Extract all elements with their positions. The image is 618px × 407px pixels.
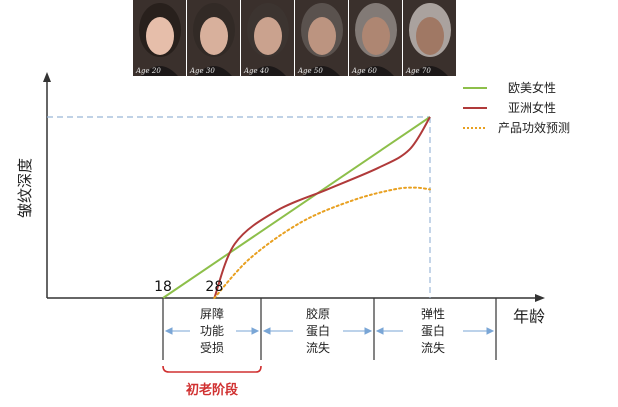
face-age-label: Age 40: [243, 67, 269, 75]
series-layer: [162, 116, 431, 299]
face-portrait: Age 30: [187, 0, 240, 76]
stage-3-label-line-1: 弹性: [421, 307, 445, 321]
x-tick-label-18: 18: [154, 279, 172, 295]
x-axis-arrow: [535, 294, 545, 302]
face-portrait: Age 40: [241, 0, 294, 76]
stage-3-label-line-3: 流失: [421, 340, 445, 355]
series-line-product: [213, 186, 431, 299]
legend-label-western: 欧美女性: [508, 80, 556, 95]
legend-label-asian: 亚洲女性: [508, 100, 556, 115]
stage-2-label-line-1: 胶原: [306, 306, 330, 321]
face-age-label: Age 60: [351, 67, 377, 75]
face-strip: Age 20 Age 30 Age 40 Age 50 Age 60 Age 70: [133, 0, 456, 76]
stage-1-label-line-2: 功能: [200, 324, 224, 338]
series-line-western: [162, 116, 431, 299]
stage-2-label-line-3: 流失: [306, 340, 330, 355]
face-portrait: Age 50: [295, 0, 348, 76]
series-line-asian: [213, 116, 431, 299]
stage-arrows: [164, 327, 495, 335]
stage-1-label-line-3: 受损: [200, 341, 224, 355]
stage-3-label-line-2: 蛋白: [421, 323, 445, 338]
y-axis-label: 皱纹深度: [16, 158, 34, 218]
face-portrait: Age 70: [403, 0, 456, 76]
x-axis-label: 年龄: [513, 307, 545, 326]
x-tick-label-28: 28: [205, 279, 223, 295]
face-age-label: Age 20: [135, 67, 161, 75]
stage-1-label-line-1: 屏障: [200, 306, 224, 321]
face-portrait: Age 60: [349, 0, 402, 76]
legend-label-product: 产品功效预测: [498, 120, 570, 135]
face-age-label: Age 70: [405, 67, 431, 75]
face-age-label: Age 30: [189, 67, 215, 75]
early-aging-bracket: [162, 365, 262, 373]
stage-2-label-line-2: 蛋白: [306, 323, 330, 338]
face-age-label: Age 50: [297, 67, 323, 75]
early-aging-label: 初老阶段: [186, 382, 238, 398]
y-axis-arrow: [43, 72, 51, 82]
face-portrait: Age 20: [133, 0, 186, 76]
